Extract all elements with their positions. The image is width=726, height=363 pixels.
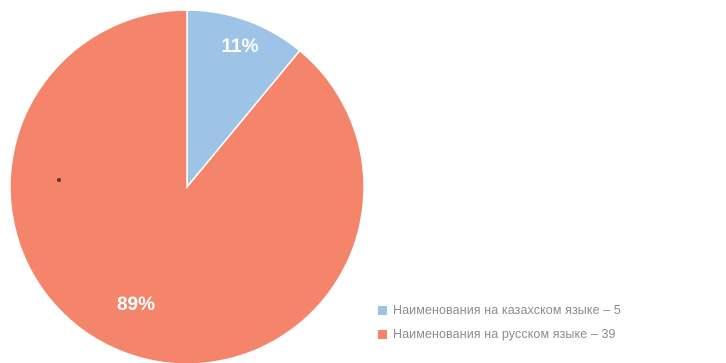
slice-label-russian: 89% bbox=[117, 294, 155, 315]
legend-item-kazakh: Наименования на казахском языке – 5 bbox=[378, 298, 726, 322]
legend-label-russian: Наименования на русском языке – 39 bbox=[393, 327, 616, 341]
pie-slice-kazakh bbox=[186, 9, 301, 190]
marker-dot bbox=[57, 178, 61, 182]
legend-item-russian: Наименования на русском языке – 39 bbox=[378, 322, 726, 346]
legend-swatch-kazakh bbox=[378, 305, 387, 315]
legend-swatch-russian bbox=[378, 329, 387, 339]
pie-slice-russian bbox=[9, 9, 365, 363]
legend: Наименования на казахском языке – 5 Наим… bbox=[378, 298, 726, 346]
legend-label-kazakh: Наименования на казахском языке – 5 bbox=[393, 303, 621, 317]
slice-label-kazakh: 11% bbox=[222, 36, 259, 57]
